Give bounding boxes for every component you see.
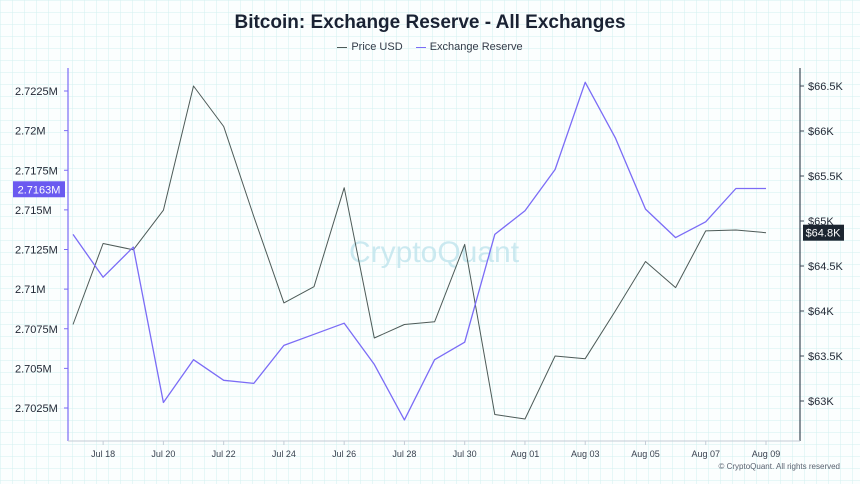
y-right-tick-label: $63K (808, 396, 834, 408)
exchange-reserve-line (72, 81, 766, 421)
x-tick-label: Aug 09 (752, 449, 781, 459)
y-right-tick-label: $66.5K (808, 81, 844, 93)
y-left-tick-label: 2.71M (15, 284, 46, 296)
y-left-tick-label: 2.705M (15, 363, 52, 375)
x-tick-label: Aug 07 (691, 449, 720, 459)
x-tick-label: Jul 20 (151, 449, 175, 459)
legend-swatch-reserve (415, 46, 426, 48)
y-left-tick-label: 2.72M (15, 126, 46, 138)
y-right-tick-label: $63.5K (808, 351, 844, 363)
legend: Price USD Exchange Reserve (0, 41, 860, 53)
x-tick-label: Jul 26 (332, 449, 356, 459)
legend-swatch-price (337, 46, 348, 48)
chart-title: Bitcoin: Exchange Reserve - All Exchange… (234, 12, 626, 33)
x-tick-label: Jul 30 (453, 449, 477, 459)
legend-label-price: Price USD (351, 41, 403, 53)
current-price-label: $64.8K (806, 228, 842, 240)
y-left-tick-label: 2.715M (15, 205, 52, 217)
y-right-tick-label: $64K (808, 306, 834, 318)
current-price-badge (803, 224, 844, 241)
price-usd-line (72, 85, 767, 420)
x-tick-label: Jul 28 (392, 449, 416, 459)
y-left-tick-label: 2.7175M (15, 165, 58, 177)
y-left-tick-label: 2.7125M (15, 245, 58, 257)
x-tick-label: Jul 22 (212, 449, 236, 459)
x-tick-label: Jul 18 (91, 449, 115, 459)
x-tick-label: Aug 01 (511, 449, 540, 459)
x-tick-label: Aug 03 (571, 449, 600, 459)
legend-item-price[interactable]: Price USD (337, 41, 403, 53)
x-tick-label: Aug 05 (631, 449, 660, 459)
legend-item-reserve[interactable]: Exchange Reserve (415, 41, 523, 53)
watermark: CryptoQuant (349, 236, 520, 269)
current-reserve-badge (13, 181, 65, 198)
y-right-tick-label: $64.5K (808, 261, 844, 273)
y-left-tick-label: 2.7225M (15, 86, 58, 98)
y-right-tick-label: $66K (808, 126, 834, 138)
current-reserve-label: 2.7163M (18, 184, 61, 196)
y-left-tick-label: 2.7025M (15, 403, 58, 415)
legend-label-reserve: Exchange Reserve (429, 41, 523, 53)
y-left-tick-label: 2.7075M (15, 324, 58, 336)
x-tick-label: Jul 24 (272, 449, 296, 459)
y-right-tick-label: $65.5K (808, 171, 844, 183)
copyright-notice: © CryptoQuant. All rights reserved (718, 462, 841, 471)
